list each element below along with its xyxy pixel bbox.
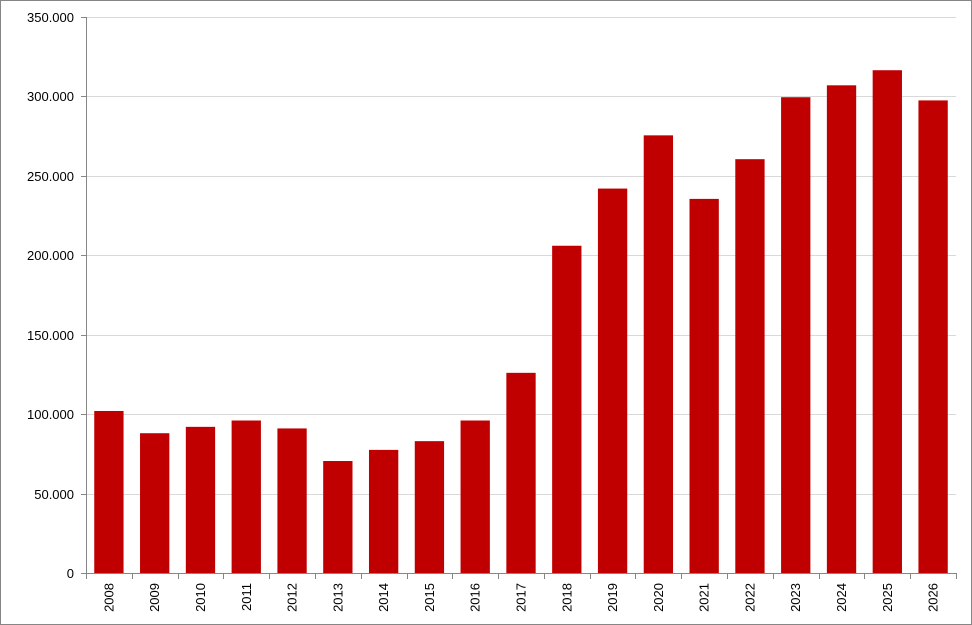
x-tick-label: 2009 <box>147 583 162 612</box>
bar-2020 <box>643 135 674 573</box>
y-tick-label: 250.000 <box>27 169 74 184</box>
x-tick-label: 2013 <box>330 583 345 612</box>
bar-2019 <box>597 188 628 573</box>
axes <box>81 17 957 579</box>
bar-2015 <box>414 441 445 573</box>
bar-2025 <box>872 70 902 573</box>
y-tick-label: 50.000 <box>34 487 74 502</box>
x-tick-label: 2011 <box>239 583 254 611</box>
bar-2012 <box>277 428 307 573</box>
bar-2022 <box>735 159 765 573</box>
y-tick-label: 150.000 <box>27 328 74 343</box>
bar-2024 <box>826 85 857 573</box>
bar-2010 <box>185 426 216 573</box>
bar-2011 <box>231 420 261 573</box>
x-tick-label: 2015 <box>422 583 437 612</box>
x-tick-label: 2014 <box>376 583 391 612</box>
x-tick-label: 2021 <box>697 583 712 612</box>
bar-2021 <box>689 198 719 573</box>
x-tick-label: 2025 <box>880 583 895 612</box>
bar-2016 <box>460 420 490 573</box>
x-tick-label: 2010 <box>193 583 208 612</box>
x-tick-label: 2018 <box>559 583 574 612</box>
bar-2023 <box>781 97 811 573</box>
y-tick-label: 200.000 <box>27 248 74 263</box>
y-tick-label: 300.000 <box>27 89 74 104</box>
x-tick-label: 2022 <box>742 583 757 612</box>
bar-2008 <box>94 410 124 573</box>
y-tick-labels: 0 50.000 100.000 150.000 200.000 250.000 300.0… <box>27 10 74 581</box>
x-tick-label: 2024 <box>834 583 849 612</box>
x-tick-label: 2017 <box>514 583 529 612</box>
bar-2013 <box>323 461 353 573</box>
y-tick-label: 350.000 <box>27 10 74 25</box>
bar-2026 <box>918 100 948 574</box>
bar-2018 <box>552 245 582 573</box>
x-tick-label: 2023 <box>788 583 803 612</box>
x-tick-labels: 2008 2009 2010 2011 2012 2013 2014 2015 2016 2017… <box>101 583 940 612</box>
x-tick-label: 2012 <box>285 583 300 612</box>
bar-2017 <box>506 372 536 573</box>
y-tick-label: 0 <box>67 566 74 581</box>
x-tick-label: 2008 <box>101 583 116 612</box>
x-tick-label: 2020 <box>651 583 666 612</box>
bar-2014 <box>368 449 399 573</box>
y-tick-label: 100.000 <box>27 407 74 422</box>
x-tick-label: 2026 <box>926 583 941 612</box>
x-tick-label: 2019 <box>605 583 620 612</box>
bars <box>94 70 948 574</box>
bar-2009 <box>140 433 170 573</box>
x-tick-label: 2016 <box>468 583 483 612</box>
gridlines <box>86 17 956 495</box>
